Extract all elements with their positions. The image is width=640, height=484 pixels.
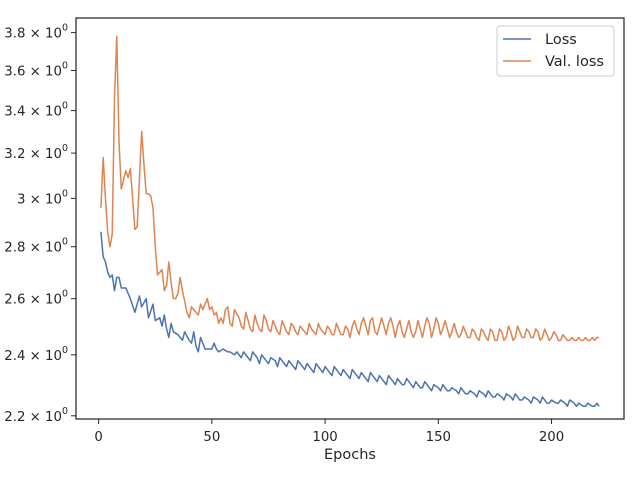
y-tick-label: 2.4 × 100 bbox=[4, 345, 68, 364]
y-tick-label: 3.8 × 100 bbox=[4, 23, 68, 42]
legend-label: Val. loss bbox=[545, 54, 604, 70]
plot-frame bbox=[75, 17, 625, 420]
y-tick-label: 2.2 × 100 bbox=[4, 406, 68, 425]
x-tick-label: 200 bbox=[539, 430, 564, 445]
x-axis-ticks: 0 50 100 150 200 bbox=[94, 419, 564, 445]
y-tick-label: 2.6 × 100 bbox=[4, 289, 68, 308]
y-tick-label: 3.6 × 100 bbox=[4, 61, 68, 80]
x-axis-label: Epochs bbox=[324, 447, 376, 463]
y-tick-label: 3.2 × 100 bbox=[4, 143, 68, 162]
y-tick-label: 3.4 × 100 bbox=[4, 101, 68, 120]
x-tick-label: 50 bbox=[203, 430, 220, 445]
legend: Loss Val. loss bbox=[496, 25, 615, 77]
series-line-val-loss bbox=[100, 35, 600, 342]
x-tick-label: 0 bbox=[94, 430, 102, 445]
series-line-loss bbox=[100, 231, 600, 408]
y-tick-label: 2.8 × 100 bbox=[4, 237, 68, 256]
legend-label: Loss bbox=[545, 32, 577, 48]
y-tick-label: 3 × 100 bbox=[17, 188, 68, 207]
x-tick-label: 100 bbox=[312, 430, 337, 445]
y-axis-ticks: 2.2 × 100 2.4 × 100 2.6 × 100 2.8 × 100 3 × … bbox=[4, 23, 76, 425]
x-tick-label: 150 bbox=[426, 430, 451, 445]
series-lines bbox=[100, 35, 600, 408]
